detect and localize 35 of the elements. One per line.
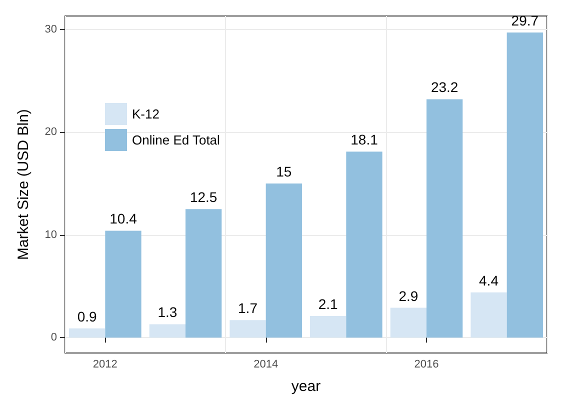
bar: [266, 183, 302, 338]
data-label: 12.5: [190, 189, 218, 206]
data-label: 23.2: [430, 79, 458, 96]
y-tick-label: 20: [44, 126, 57, 138]
bar: [230, 320, 266, 338]
y-tick-label: 10: [44, 228, 57, 241]
data-label: 10.4: [110, 210, 138, 227]
bar: [426, 99, 463, 338]
legend-label: K-12: [132, 106, 160, 122]
bar: [186, 209, 222, 338]
data-label: 1.3: [158, 304, 178, 320]
x-tick-label: 2012: [92, 358, 118, 370]
x-tick-label: 2016: [414, 358, 439, 370]
bar: [105, 230, 142, 338]
bar: [506, 32, 543, 338]
y-axis-title: Market Size (USD Bln): [15, 109, 32, 260]
bar: [310, 316, 346, 338]
data-label: 15: [276, 163, 292, 180]
bar: [470, 292, 507, 338]
x-axis-title: year: [291, 378, 321, 395]
bar: [149, 324, 186, 338]
x-tick-label: 2014: [254, 358, 278, 370]
data-label: 2.1: [318, 296, 338, 312]
bar: [346, 152, 382, 338]
bar: [390, 308, 426, 338]
data-label: 1.7: [238, 300, 258, 316]
data-label: 4.4: [479, 272, 499, 288]
data-label: 29.7: [511, 12, 539, 28]
bar: [69, 328, 106, 338]
y-tick-label: 0: [50, 332, 57, 344]
data-label: 18.1: [350, 132, 378, 148]
data-label: 0.9: [77, 308, 98, 324]
data-label: 2.9: [398, 288, 418, 304]
y-tick-label: 30: [44, 23, 57, 36]
legend-label: Online Ed Total: [132, 132, 220, 148]
